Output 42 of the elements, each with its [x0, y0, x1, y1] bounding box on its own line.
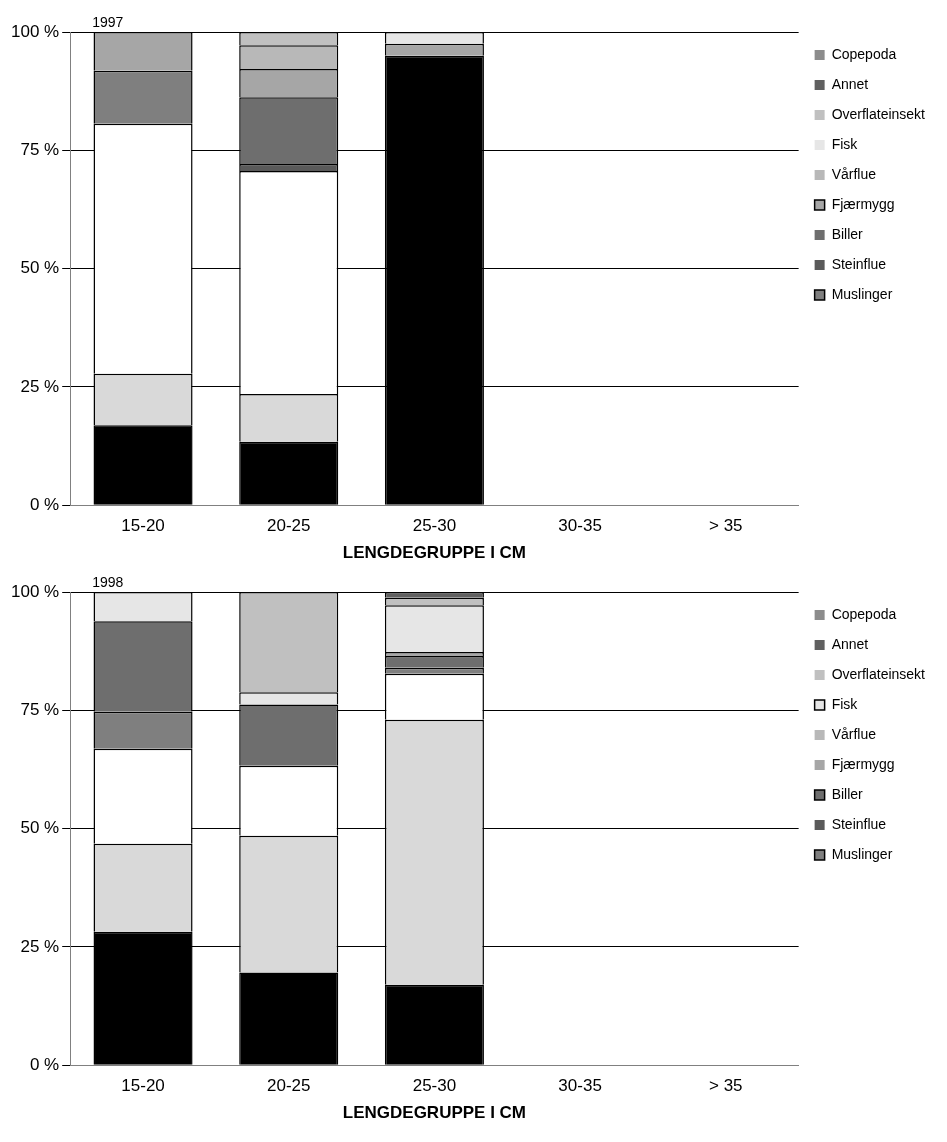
legend-label: Steinflue — [831, 815, 887, 832]
legend-label: Overflateinsekt — [831, 665, 926, 682]
y-tick-label: 0 % — [29, 1054, 60, 1074]
y-tick-label: 75 % — [20, 699, 60, 719]
x-tick-label: 25-30 — [412, 1076, 457, 1096]
x-tick-label: 20-25 — [266, 516, 311, 536]
legend-label: Biller — [831, 785, 864, 802]
x-tick-label: 15-20 — [121, 1076, 165, 1096]
x-tick-label: 25-30 — [412, 516, 457, 536]
legend-label: Fjærmygg — [831, 755, 895, 772]
legend-label: Fisk — [831, 695, 859, 712]
legend-label: Fjærmygg — [831, 195, 895, 212]
chart-title: 1997 — [92, 13, 124, 30]
x-tick-label: 20-25 — [266, 1076, 311, 1096]
y-tick-label: 100 % — [11, 581, 60, 601]
legend-label: Steinflue — [831, 255, 887, 272]
legend-label: Vårflue — [831, 165, 877, 182]
legend-label: Copepoda — [831, 605, 897, 622]
x-tick-label: 30-35 — [558, 516, 602, 536]
y-tick-label: 75 % — [20, 139, 60, 159]
x-tick-label: > 35 — [709, 1076, 743, 1096]
y-tick-label: 25 % — [20, 376, 60, 396]
legend-label: Overflateinsekt — [831, 105, 926, 122]
legend-label: Fisk — [831, 135, 859, 152]
x-tick-label: > 35 — [709, 516, 743, 536]
legend-label: Annet — [831, 75, 869, 92]
y-tick-label: 0 % — [29, 494, 60, 514]
x-tick-label: 15-20 — [121, 516, 165, 536]
legend-label: Muslinger — [831, 845, 893, 862]
legend-label: Biller — [831, 225, 864, 242]
legend-label: Vårflue — [831, 725, 877, 742]
x-tick-label: 30-35 — [558, 1076, 602, 1096]
legend-label: Annet — [831, 635, 869, 652]
y-tick-label: 25 % — [20, 936, 60, 956]
chart-title: 1998 — [92, 573, 124, 590]
legend-label: Copepoda — [831, 45, 897, 62]
legend-label: Muslinger — [831, 285, 893, 302]
x-axis-title: LENGDEGRUPPE I CM — [342, 1103, 527, 1123]
y-tick-label: 100 % — [11, 21, 60, 41]
y-tick-label: 50 % — [20, 258, 60, 278]
y-tick-label: 50 % — [20, 818, 60, 838]
x-axis-title: LENGDEGRUPPE I CM — [342, 543, 527, 563]
